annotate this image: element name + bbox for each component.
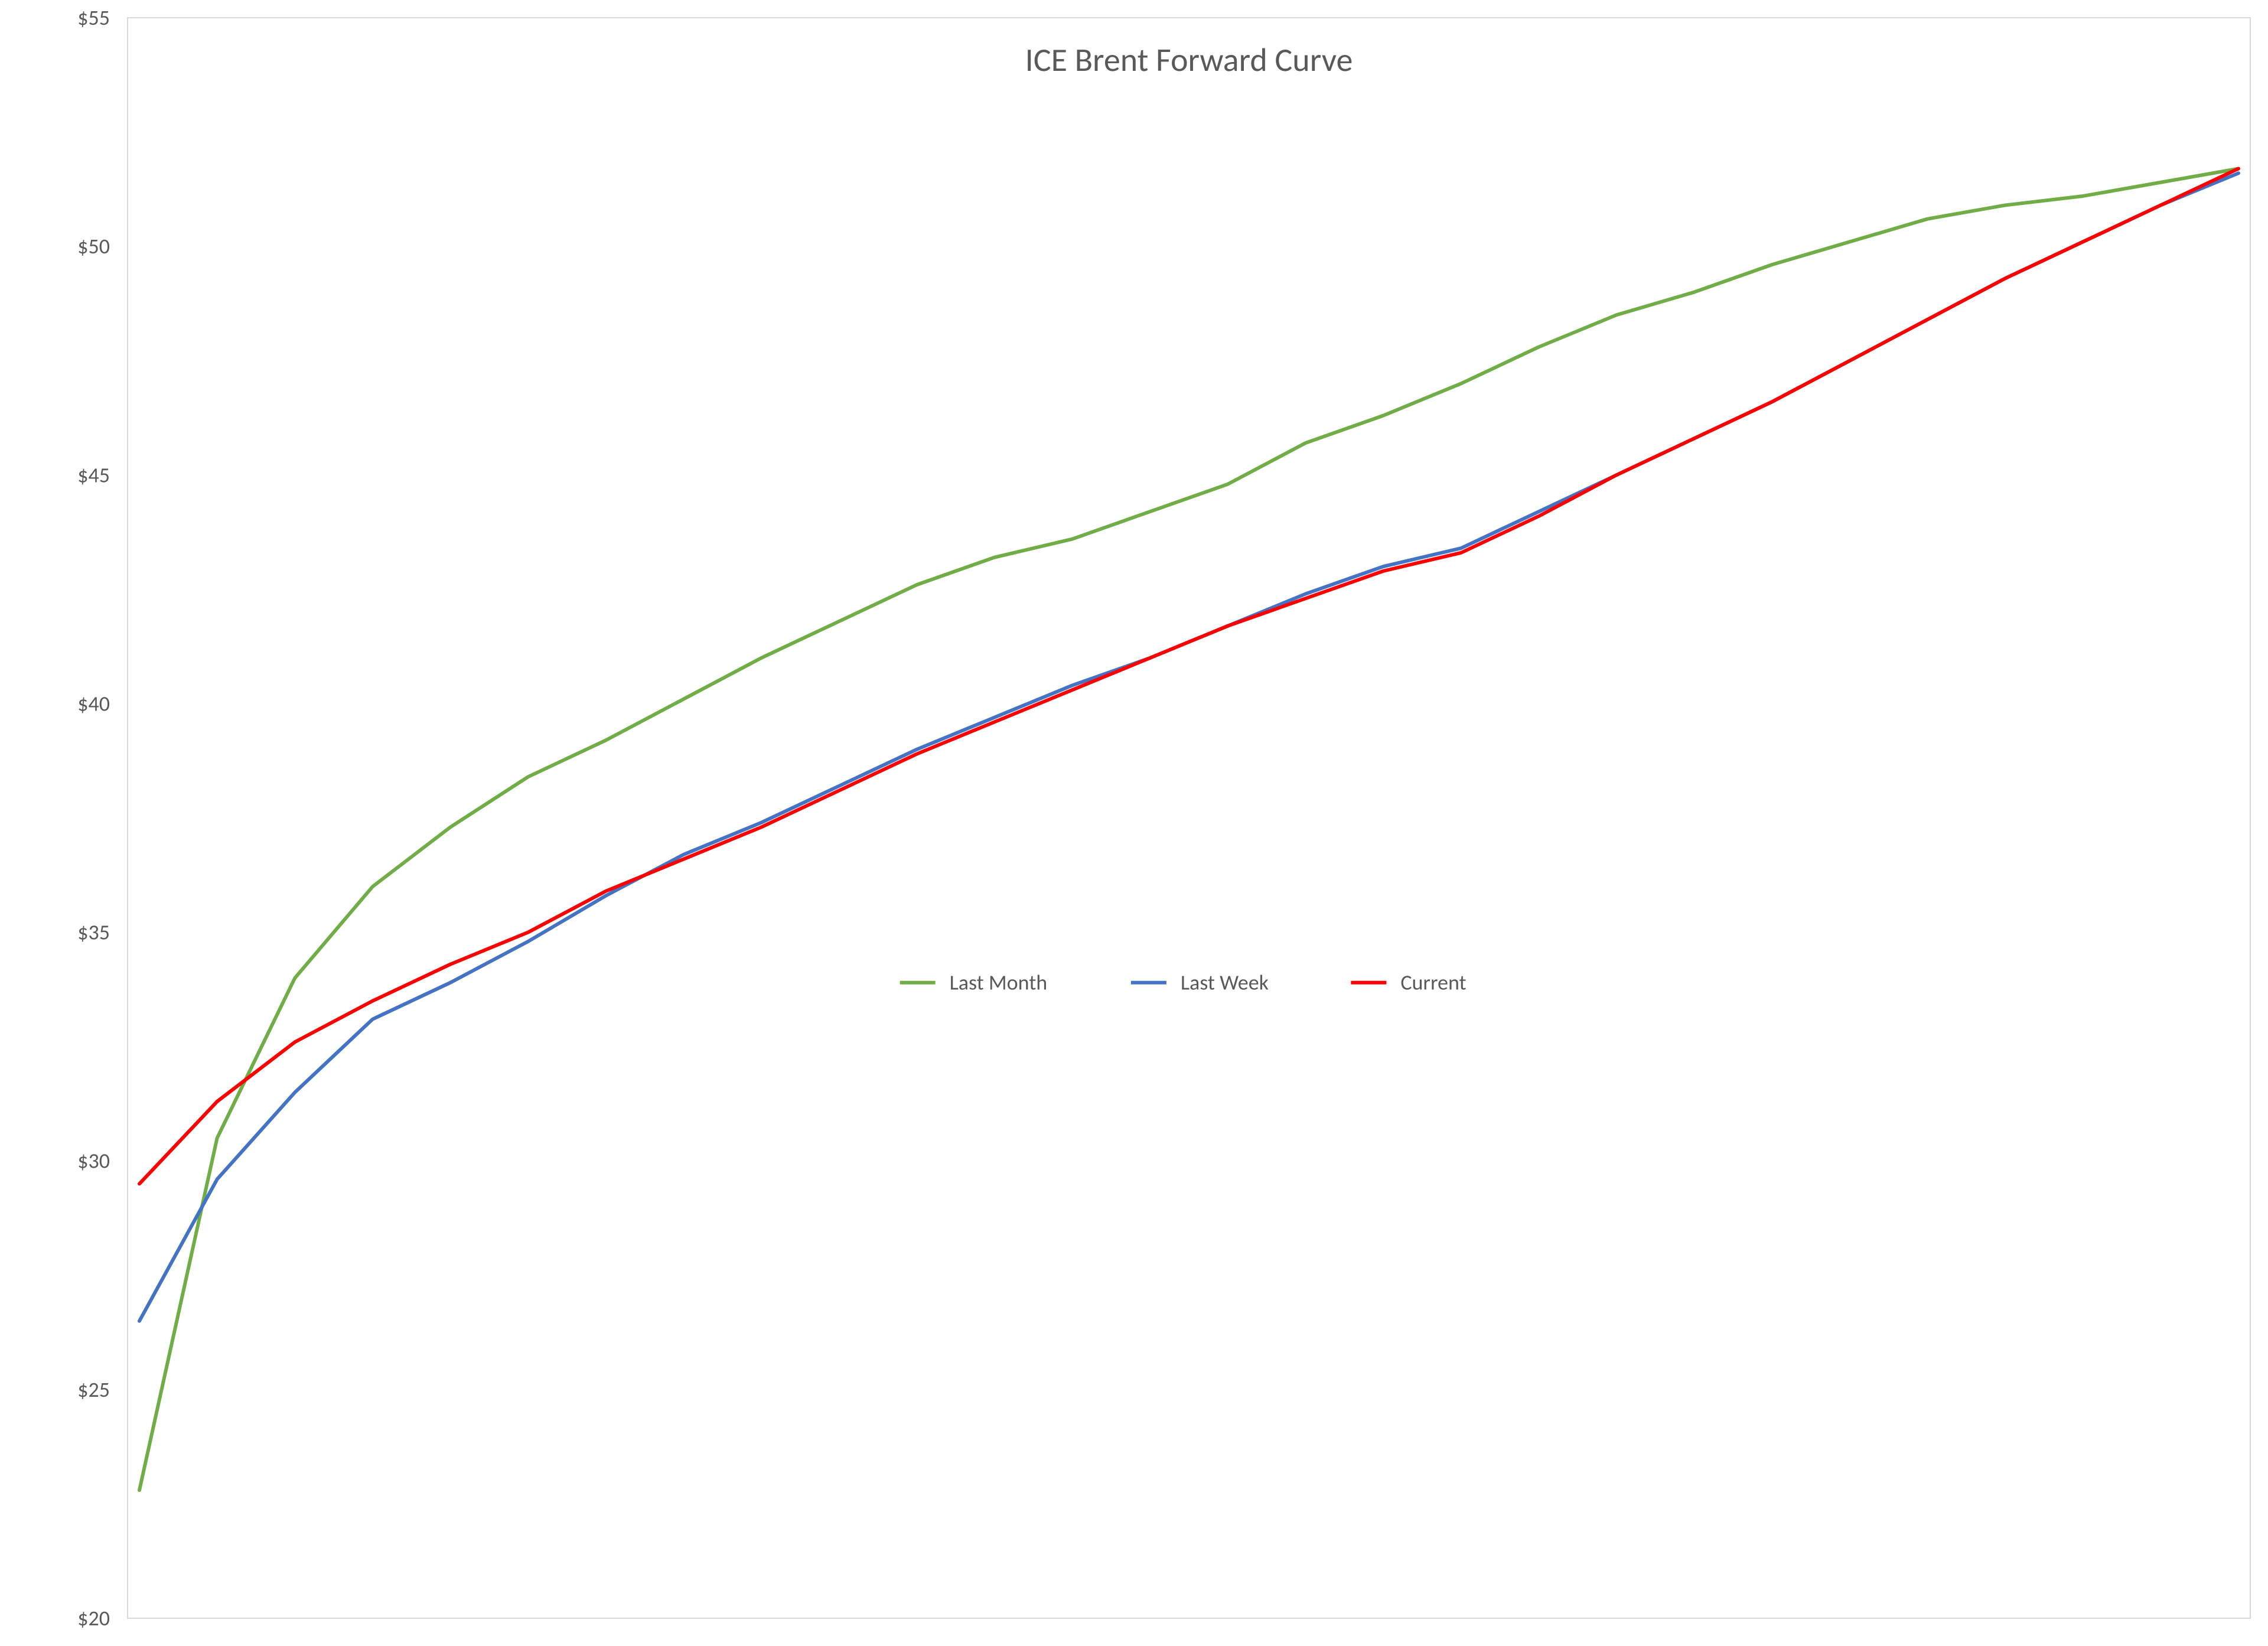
line-chart: $20 $25 $30 $35 $40 $45 $50 $55 ICE Brent Forwar… bbox=[0, 0, 2268, 1646]
y-tick-label: $50 bbox=[77, 233, 110, 259]
y-tick-label: $25 bbox=[77, 1377, 110, 1403]
legend-label: Current bbox=[1400, 970, 1466, 996]
legend-label: Last Week bbox=[1181, 970, 1269, 996]
y-tick-label: $30 bbox=[77, 1148, 110, 1174]
chart-background bbox=[0, 0, 2268, 1646]
y-tick-label: $35 bbox=[77, 920, 110, 946]
y-tick-label: $20 bbox=[77, 1605, 110, 1631]
y-tick-label: $55 bbox=[77, 5, 110, 31]
y-tick-label: $45 bbox=[77, 462, 110, 488]
y-tick-label: $40 bbox=[77, 690, 110, 716]
chart-title: ICE Brent Forward Curve bbox=[1025, 40, 1353, 80]
legend-label: Last Month bbox=[950, 970, 1048, 996]
chart-container: $20 $25 $30 $35 $40 $45 $50 $55 ICE Brent Forwar… bbox=[0, 0, 2268, 1646]
